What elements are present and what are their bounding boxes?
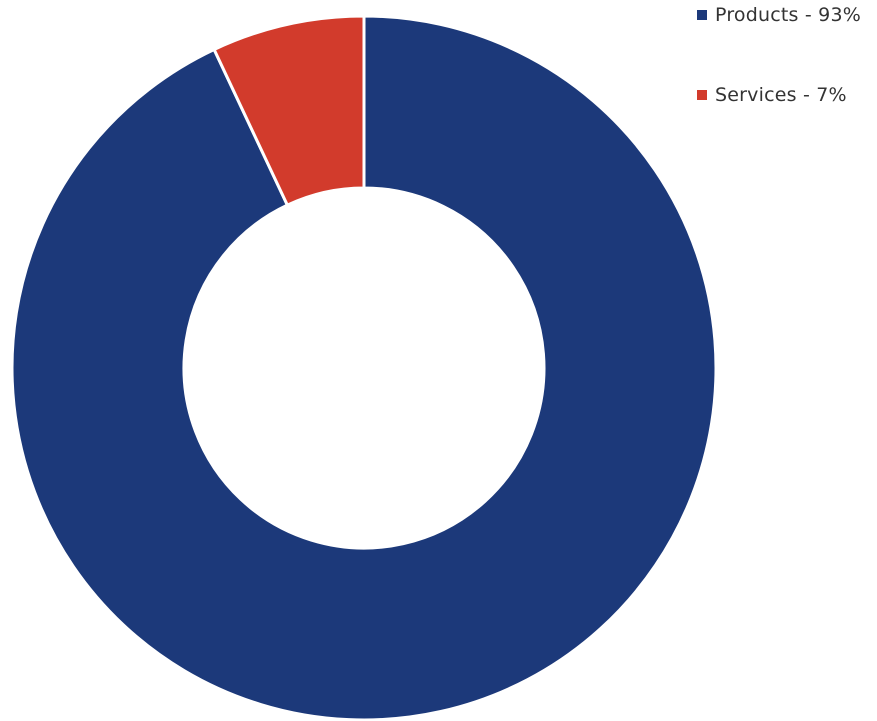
slice-products[interactable]	[10, 14, 718, 721]
legend-item-products[interactable]: Products - 93%	[697, 4, 861, 26]
legend-swatch-services	[697, 90, 707, 100]
legend-item-services[interactable]: Services - 7%	[697, 84, 847, 106]
legend-swatch-products	[697, 10, 707, 20]
slice-services[interactable]	[212, 14, 366, 208]
legend-label-products: Products - 93%	[715, 4, 862, 26]
legend-label-services: Services - 7%	[715, 84, 847, 106]
